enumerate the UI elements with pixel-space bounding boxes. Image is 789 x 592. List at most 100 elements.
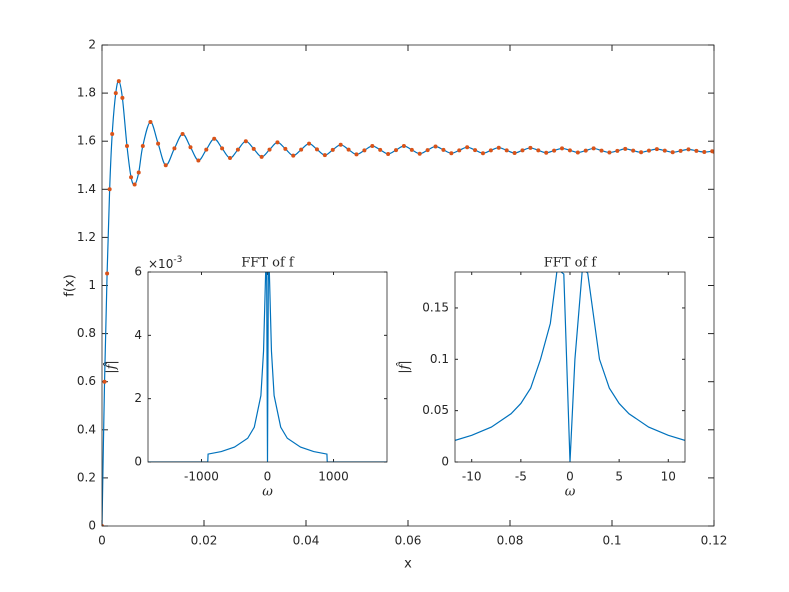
marker — [465, 145, 470, 150]
marker — [307, 141, 312, 146]
marker — [110, 131, 115, 136]
marker — [394, 148, 399, 153]
marker — [480, 151, 485, 156]
marker — [575, 150, 580, 155]
x-axis-label: ω — [565, 485, 576, 500]
marker — [615, 148, 620, 153]
y-tick-label: 0.05 — [422, 403, 449, 417]
marker — [120, 95, 125, 100]
series-group — [102, 79, 714, 526]
marker — [204, 147, 209, 152]
x-tick-label: 0 — [98, 534, 106, 548]
marker — [129, 175, 134, 180]
marker — [686, 147, 691, 152]
y-tick-label: 1.2 — [77, 230, 96, 244]
x-tick-label: -5 — [515, 470, 527, 484]
marker — [670, 150, 675, 155]
marker — [172, 146, 177, 151]
marker — [228, 156, 233, 161]
y-tick-label: 4 — [134, 328, 142, 342]
x-tick-label: 0 — [264, 470, 272, 484]
y-tick-label: 0 — [134, 455, 142, 469]
marker — [362, 148, 367, 153]
plot-area — [455, 272, 685, 462]
y-tick-label: 0.15 — [422, 300, 449, 314]
marker — [102, 379, 107, 384]
marker — [504, 148, 509, 153]
series-group — [148, 272, 387, 462]
marker — [251, 146, 256, 151]
x-tick-label: 0.02 — [191, 534, 218, 548]
marker — [267, 147, 272, 152]
marker — [449, 151, 454, 156]
marker — [560, 146, 565, 151]
marker — [136, 170, 141, 175]
y-axis-label: f(x) — [63, 274, 78, 296]
y-tick-label: 2 — [88, 38, 96, 52]
multiplier-exponent: -3 — [173, 255, 182, 265]
marker — [607, 150, 612, 155]
y-tick-label: 0.4 — [77, 422, 96, 436]
y-axis-label: |f̂| — [103, 360, 120, 374]
y-tick-label: 6 — [134, 265, 142, 279]
x-tick-label: 0.1 — [602, 534, 621, 548]
marker — [148, 119, 153, 124]
marker — [567, 148, 572, 153]
axes-frame — [454, 271, 686, 463]
marker — [124, 144, 129, 149]
marker — [433, 144, 438, 149]
marker — [156, 141, 161, 146]
marker — [346, 147, 351, 152]
marker — [544, 150, 549, 155]
marker — [401, 144, 406, 149]
x-tick-label: 0.08 — [497, 534, 524, 548]
marker — [275, 140, 280, 145]
x-tick-label: 0.12 — [701, 534, 728, 548]
axes: -1000 0 1000 0 2 4 6 FFT of f ω |f̂| ×10-3 — [103, 255, 388, 500]
multiplier-base: ×10 — [148, 257, 173, 271]
y-tick-label: 1.4 — [77, 182, 96, 196]
x-tick-label: -10 — [462, 470, 482, 484]
x-tick-label: 0.06 — [395, 534, 422, 548]
x-tick-label: 1000 — [318, 470, 349, 484]
marker — [330, 147, 335, 152]
marker — [370, 144, 375, 149]
y-tick-label: 0.6 — [77, 374, 96, 388]
marker — [702, 150, 707, 155]
marker — [283, 146, 288, 151]
marker — [662, 148, 667, 153]
y-tick-label: 2 — [134, 391, 142, 405]
marker — [105, 271, 110, 276]
marker — [338, 142, 343, 147]
marker — [235, 147, 240, 152]
marker — [354, 152, 359, 157]
marker — [102, 524, 104, 526]
marker — [536, 148, 541, 153]
axes-frame — [147, 271, 388, 463]
marker — [113, 91, 118, 96]
axes: -10 -5 0 5 10 0 0.05 0.1 0.15 FFT of f ω |f̂| — [396, 256, 686, 500]
x-axis-label: ω — [262, 485, 273, 500]
marker — [496, 145, 501, 150]
axes-frame — [101, 44, 715, 527]
marker — [409, 147, 414, 152]
y-tick-label: 1 — [88, 278, 96, 292]
marker — [299, 147, 304, 152]
y-axis-label: |f̂| — [396, 360, 413, 374]
marker — [132, 182, 137, 187]
marker — [599, 148, 604, 153]
marker — [441, 147, 446, 152]
marker — [386, 151, 391, 156]
marker — [107, 187, 112, 192]
y-tick-label: 0 — [441, 455, 449, 469]
marker — [291, 153, 296, 158]
marker — [322, 153, 327, 158]
y-tick-label: 0.2 — [77, 470, 96, 484]
marker — [583, 148, 588, 153]
marker — [212, 136, 217, 141]
marker — [654, 147, 659, 152]
marker — [188, 145, 193, 150]
line — [148, 272, 387, 462]
marker — [591, 146, 596, 151]
